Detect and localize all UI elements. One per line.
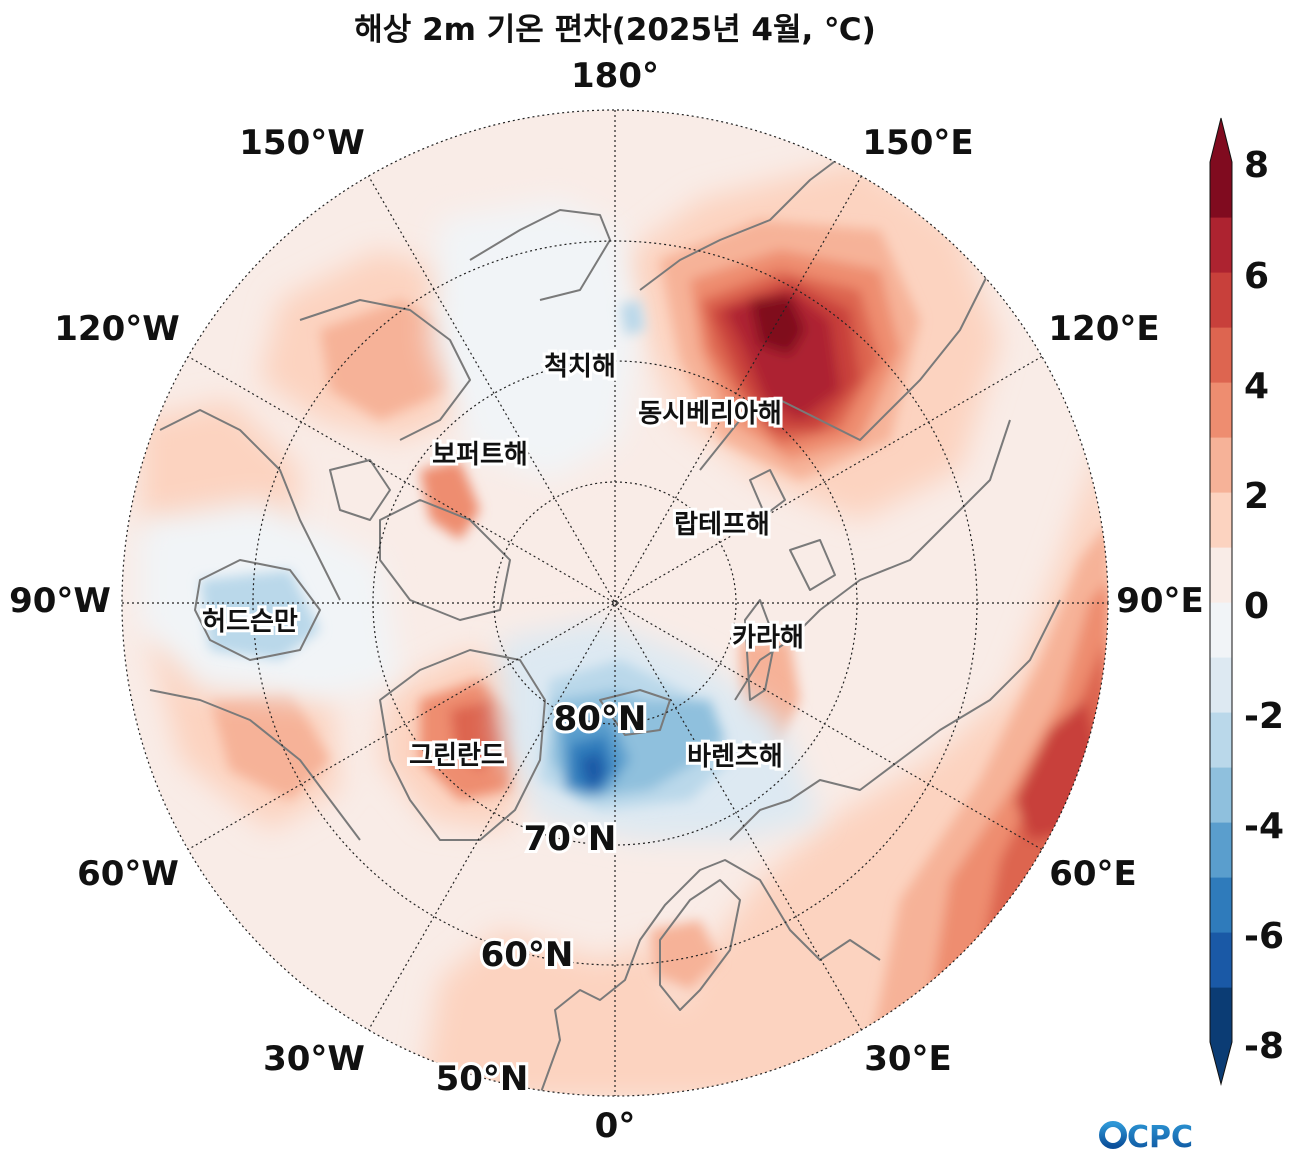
lat-label-50n: 50°N: [436, 1059, 529, 1099]
cpc-logo-mark: [1099, 1121, 1127, 1149]
colorbar-band: [1210, 712, 1232, 768]
graticule: [122, 110, 1108, 1096]
colorbar-band: [1210, 932, 1232, 988]
region-labels: 척치해 동시베리아해 보퍼트해 랍테프해 허드슨만 카라해 그린란드 바렌츠해: [199, 349, 807, 775]
colorbar-band: [1210, 327, 1232, 383]
meridian-30e-150w: [367, 175, 863, 1031]
cpc-logo: CPC: [1099, 1120, 1193, 1155]
longitude-labels: 180° 150°W 150°E 120°W 120°E 90°W 90°E 6…: [9, 56, 1204, 1146]
colorbar-tick-label: 2: [1244, 476, 1269, 517]
lon-label-150w: 150°W: [239, 123, 364, 163]
latitude-circle-80n: [493, 481, 737, 725]
colorbar-band: [1210, 382, 1232, 438]
lon-label-120w: 120°W: [54, 309, 179, 349]
lon-label-60w: 60°W: [77, 854, 179, 894]
cold-hudson-2: [200, 570, 320, 660]
meridian-120e-60w: [187, 355, 1043, 851]
warm-alaska-3: [320, 300, 460, 420]
colorbar-tick-label: -6: [1244, 916, 1284, 957]
colorbar-max-extend: [1210, 118, 1232, 162]
lat-label-80n: 80°N: [554, 699, 647, 739]
lat-label-70n: 70°N: [524, 819, 617, 859]
colorbar-tick-label: 8: [1244, 145, 1269, 186]
polar-map: [122, 110, 1108, 1096]
lon-label-0: 0°: [595, 1106, 636, 1146]
lon-label-90w: 90°W: [9, 581, 111, 621]
cold-svalbard-6: [580, 752, 605, 790]
region-label-greenland: 그린란드: [409, 741, 505, 771]
colorbar-band: [1210, 162, 1232, 218]
warm-ne-siberia-7: [725, 290, 840, 420]
colorbar-band: [1210, 877, 1232, 933]
colorbar-tick-label: -4: [1244, 806, 1284, 847]
colorbar-band: [1210, 657, 1232, 713]
lon-label-90e: 90°E: [1116, 581, 1204, 621]
colorbar-band: [1210, 547, 1232, 603]
region-label-kara-sea: 카라해: [732, 623, 804, 653]
warm-norway-3: [650, 920, 720, 990]
lon-label-180: 180°: [571, 56, 659, 96]
cpc-logo-text: CPC: [1127, 1120, 1193, 1155]
colorbar-band: [1210, 492, 1232, 548]
colorbar-band: [1210, 272, 1232, 328]
colorbar-outline: [1209, 117, 1233, 1086]
colorbar-band: [1210, 822, 1232, 878]
lon-label-60e: 60°E: [1049, 854, 1137, 894]
colorbar-bands: [1210, 162, 1232, 1043]
coastlines: [149, 149, 1061, 1096]
region-label-barents-sea: 바렌츠해: [687, 742, 783, 772]
lon-label-30w: 30°W: [263, 1039, 365, 1079]
lon-label-30e: 30°E: [864, 1039, 952, 1079]
colorbar-tick-label: 0: [1244, 586, 1269, 627]
meridian-60e-120w: [187, 355, 1043, 851]
colorbar-min-extend: [1210, 1042, 1232, 1084]
colorbar-tick-label: -2: [1244, 696, 1284, 737]
colorbar-band: [1210, 987, 1232, 1043]
region-label-chukchi-sea: 척치해: [544, 352, 616, 382]
region-label-beaufort-sea: 보퍼트해: [432, 440, 528, 470]
warm-labrador-3: [210, 690, 330, 800]
region-label-laptev-sea: 랍테프해: [674, 510, 770, 540]
colorbar-tick-label: 6: [1244, 256, 1269, 297]
latitude-labels: 80°N 70°N 60°N 50°N: [433, 696, 650, 1102]
cold-east-siberia-small: [620, 300, 645, 335]
cold-region-chukchi: [430, 200, 640, 480]
colorbar-tick-label: 4: [1244, 366, 1269, 407]
warm-beaufort-4: [420, 460, 480, 540]
colorbar-band: [1210, 767, 1232, 823]
lat-label-60n: 60°N: [481, 935, 574, 975]
map-title: 해상 2m 기온 편차(2025년 4월, ℃): [354, 12, 876, 48]
colorbar-tick-label: -8: [1244, 1026, 1284, 1067]
colorbar-ticks: 8 6 4 2 0 -2 -4 -6 -8: [1244, 145, 1284, 1067]
region-label-hudson-bay: 허드슨만: [202, 607, 298, 637]
cold-barents-3: [650, 700, 725, 760]
warm-region-north-atlantic: [420, 930, 700, 1096]
warm-ne-siberia-8: [750, 295, 805, 355]
colorbar-band: [1210, 217, 1232, 273]
warm-greenland-5: [450, 700, 505, 770]
lon-label-120e: 120°E: [1048, 309, 1159, 349]
meridian-150e-30w: [367, 175, 863, 1031]
colorbar-band: [1210, 602, 1232, 658]
map-boundary: [121, 109, 1109, 1097]
colorbar-band: [1210, 437, 1232, 493]
region-label-east-siberian-sea: 동시베리아해: [638, 399, 782, 429]
lon-label-150e: 150°E: [862, 123, 973, 163]
colorbar: 8 6 4 2 0 -2 -4 -6 -8: [1209, 117, 1284, 1086]
